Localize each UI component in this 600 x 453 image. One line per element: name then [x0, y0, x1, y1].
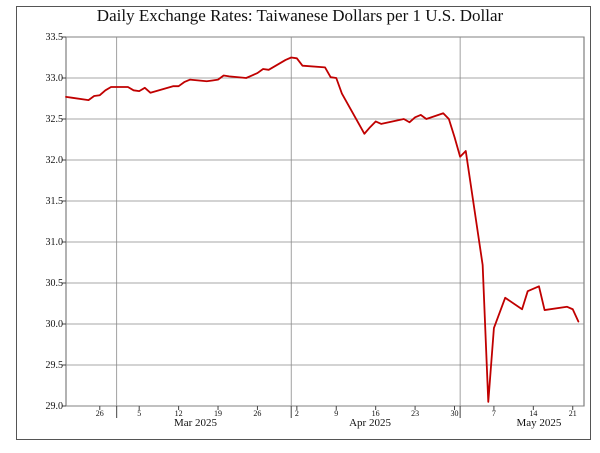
x-tick-label: 12	[175, 409, 183, 418]
y-tick-label: 30.5	[46, 278, 64, 289]
x-tick-label: 16	[372, 409, 380, 418]
y-tick-label: 33.5	[46, 32, 64, 43]
x-tick-label: 2	[295, 409, 299, 418]
y-tick-label: 30.0	[46, 319, 64, 330]
series-line	[65, 56, 580, 403]
x-tick-label: 14	[529, 409, 537, 418]
y-tick-label: 33.0	[46, 73, 64, 84]
plot-area	[65, 36, 585, 407]
y-tick-label: 31.0	[46, 237, 64, 248]
x-month-label: Mar 2025	[174, 417, 218, 429]
x-tick-label: 26	[253, 409, 261, 418]
x-tick-label: 30	[451, 409, 459, 418]
chart-title: Daily Exchange Rates: Taiwanese Dollars …	[96, 6, 504, 25]
x-month-label: Apr 2025	[349, 417, 391, 429]
y-tick-label: 32.5	[46, 114, 64, 125]
x-tick-label: 19	[214, 409, 222, 418]
y-tick-label: 29.5	[46, 360, 64, 371]
x-month-label: May 2025	[516, 417, 561, 429]
y-tick-label: 31.5	[46, 196, 64, 207]
x-tick-label: 23	[411, 409, 419, 418]
x-tick-label: 21	[569, 409, 577, 418]
x-tick-label: 9	[334, 409, 338, 418]
y-tick-label: 32.0	[46, 155, 64, 166]
x-tick-label: 5	[137, 409, 141, 418]
x-tick-label: 7	[492, 409, 496, 418]
x-tick-label: 26	[96, 409, 104, 418]
y-tick-label: 29.0	[46, 401, 64, 412]
